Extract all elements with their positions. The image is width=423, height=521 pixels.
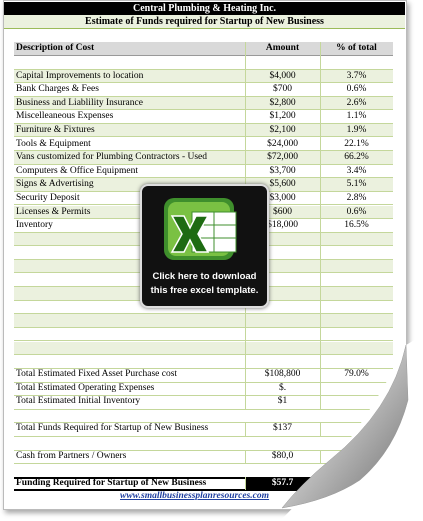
footer-link[interactable]: www.smallbusinessplanresources.com bbox=[120, 491, 270, 501]
cell: Inventory bbox=[16, 220, 53, 231]
blank-row bbox=[14, 56, 393, 70]
column-line bbox=[245, 422, 246, 436]
cell: Computers & Office Equipment bbox=[16, 165, 138, 176]
total-cell: $. bbox=[278, 382, 287, 393]
overlay-text: Click here to download this free excel t… bbox=[142, 270, 267, 298]
cell: $3,000 bbox=[269, 192, 296, 203]
cell: 5.1% bbox=[346, 179, 367, 190]
column-line bbox=[320, 42, 321, 369]
column-line bbox=[245, 395, 246, 409]
row bbox=[14, 110, 393, 124]
column-line bbox=[320, 395, 321, 409]
cell: Miscelleaneous Expenses bbox=[16, 111, 114, 122]
total-cell: $57.7 bbox=[245, 476, 320, 491]
column-line bbox=[245, 381, 246, 396]
overlay-line: this free excel template. bbox=[150, 285, 259, 296]
total-cell: $1 bbox=[277, 396, 288, 407]
column-line bbox=[320, 368, 321, 382]
cell: 1.1% bbox=[346, 111, 367, 122]
total-cell: $137 bbox=[273, 423, 292, 434]
cell: $2,100 bbox=[269, 124, 296, 135]
row bbox=[14, 69, 393, 84]
column-line bbox=[320, 422, 321, 436]
cell: $3,700 bbox=[269, 165, 296, 176]
blank-row bbox=[14, 355, 393, 369]
total-cell: Total Estimated Fixed Asset Purchase cos… bbox=[16, 369, 178, 379]
cell: 66.2% bbox=[344, 152, 369, 163]
company-bar: Central Plumbing & Heating Inc. bbox=[4, 2, 405, 15]
download-overlay[interactable]: Click here to download this free excel t… bbox=[140, 184, 269, 308]
total-cell: Total Funds Required for Startup of New … bbox=[16, 423, 209, 434]
total-row bbox=[14, 449, 393, 465]
row bbox=[14, 96, 393, 111]
cell: 16.5% bbox=[344, 220, 369, 231]
cell: Bank Charges & Fees bbox=[16, 84, 99, 95]
cell: Capital Improvements to location bbox=[16, 70, 144, 81]
cell: $700 bbox=[273, 84, 292, 95]
cell: $5,600 bbox=[269, 179, 296, 190]
column-line bbox=[320, 449, 321, 464]
cell: Furniture & Fixtures bbox=[16, 124, 95, 135]
cell: 3.4% bbox=[346, 165, 367, 176]
overlay-line: Click here to download bbox=[152, 271, 257, 282]
cell: Business and Liablility Insurance bbox=[16, 97, 143, 108]
total-cell: Cash from Partners / Owners bbox=[16, 450, 127, 461]
cell: 2.6% bbox=[346, 97, 367, 108]
column-header: Description of Cost bbox=[16, 43, 95, 53]
cell: $600 bbox=[273, 206, 292, 217]
total-row bbox=[14, 476, 393, 492]
cell: 0.6% bbox=[346, 206, 367, 217]
cell: $18,000 bbox=[267, 220, 298, 231]
column-line bbox=[320, 381, 321, 396]
header-row bbox=[14, 42, 393, 56]
cell: 0.6% bbox=[346, 84, 367, 95]
total-cell: 79.0% bbox=[344, 369, 369, 379]
excel-icon bbox=[164, 198, 237, 260]
total-cell: Total Estimated Initial Inventory bbox=[16, 396, 141, 407]
title-bar: Estimate of Funds required for Startup o… bbox=[4, 15, 405, 29]
column-line bbox=[245, 449, 246, 464]
total-row bbox=[14, 422, 393, 437]
cell: Signs & Advertising bbox=[16, 179, 94, 190]
cell: $4,000 bbox=[269, 70, 296, 81]
column-line bbox=[245, 476, 246, 491]
total-cell: Total Estimated Operating Expenses bbox=[16, 382, 155, 393]
cell: $1,200 bbox=[269, 111, 296, 122]
cell: 1.9% bbox=[346, 124, 367, 135]
cell: Tools & Equipment bbox=[16, 138, 91, 149]
total-row bbox=[14, 395, 393, 410]
column-line bbox=[245, 368, 246, 382]
row bbox=[14, 164, 393, 179]
cell: Security Deposit bbox=[16, 192, 80, 203]
column-header: Amount bbox=[265, 43, 300, 53]
column-line bbox=[320, 476, 321, 491]
cell: 22.1% bbox=[344, 138, 369, 149]
row bbox=[14, 151, 393, 165]
total-cell: Funding Required for Startup of New Busi… bbox=[16, 477, 207, 488]
row bbox=[14, 137, 393, 152]
cell: Vans customized for Plumbing Contractors… bbox=[16, 152, 208, 163]
blank-row bbox=[14, 327, 393, 342]
row bbox=[14, 83, 393, 97]
cell: 3.7% bbox=[346, 70, 367, 81]
total-cell: $108,800 bbox=[264, 369, 301, 379]
column-header: % of total bbox=[336, 43, 377, 53]
total-cell: $80,0 bbox=[271, 450, 294, 461]
cell: $24,000 bbox=[267, 138, 298, 149]
cell: Licenses & Permits bbox=[16, 206, 91, 217]
cell: 2.8% bbox=[346, 192, 367, 203]
row bbox=[14, 123, 393, 138]
blank-row bbox=[14, 341, 393, 356]
cell: $72,000 bbox=[267, 152, 298, 163]
blank-row bbox=[14, 314, 393, 328]
cell: $2,800 bbox=[269, 97, 296, 108]
